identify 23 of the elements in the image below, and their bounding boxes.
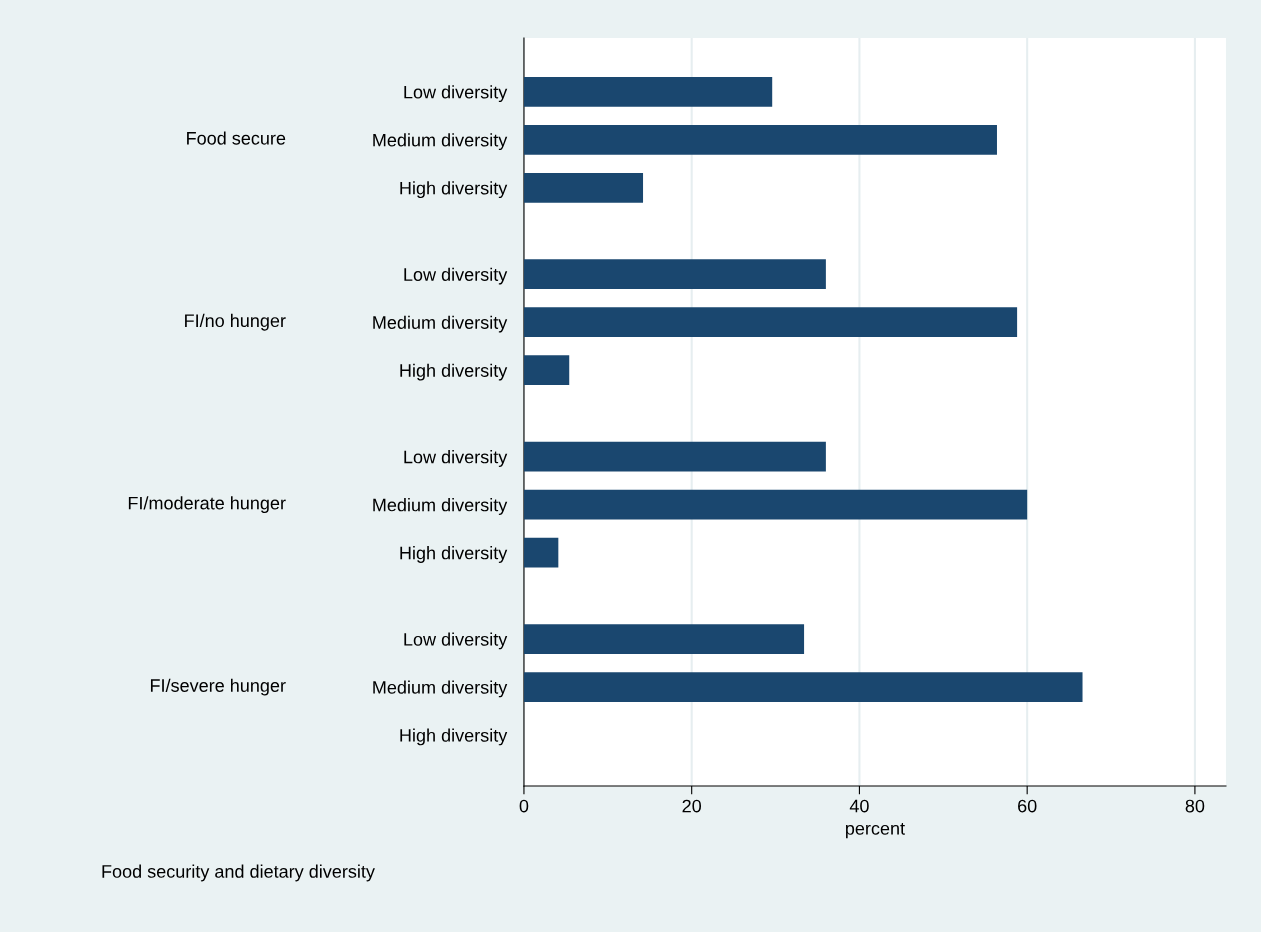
- y-tick-label: Medium diversity: [373, 680, 508, 698]
- x-tick-label: 0: [519, 799, 529, 813]
- text: Food security and dietary diversity: [102, 864, 375, 882]
- text: FI/moderate hunger: [128, 496, 286, 514]
- y-tick-label: High diversity: [400, 546, 508, 563]
- x-tick-label: 20: [682, 799, 702, 813]
- text: FI/no hunger: [185, 313, 286, 331]
- y-tick-label: Medium diversity: [373, 498, 508, 515]
- y-tick-label: High diversity: [400, 181, 508, 199]
- y-tick-label: High diversity: [400, 363, 508, 381]
- text: Food secure: [187, 131, 286, 145]
- y-tick-label: Low diversity: [404, 85, 508, 103]
- y-tick-label: Low diversity: [404, 450, 508, 467]
- x-tick-label: 80: [1185, 799, 1205, 813]
- y-tick-label: Low diversity: [404, 267, 508, 285]
- y-tick-label: Medium diversity: [373, 133, 508, 151]
- text: FI/severe hunger: [150, 678, 286, 696]
- x-tick-label: 60: [1018, 799, 1037, 813]
- x-tick-label: 40: [849, 799, 869, 813]
- y-tick-label: Medium diversity: [373, 315, 508, 333]
- y-tick-label: High diversity: [400, 728, 508, 746]
- y-tick-label: Low diversity: [404, 632, 508, 650]
- x-axis-title: percent: [846, 822, 905, 839]
